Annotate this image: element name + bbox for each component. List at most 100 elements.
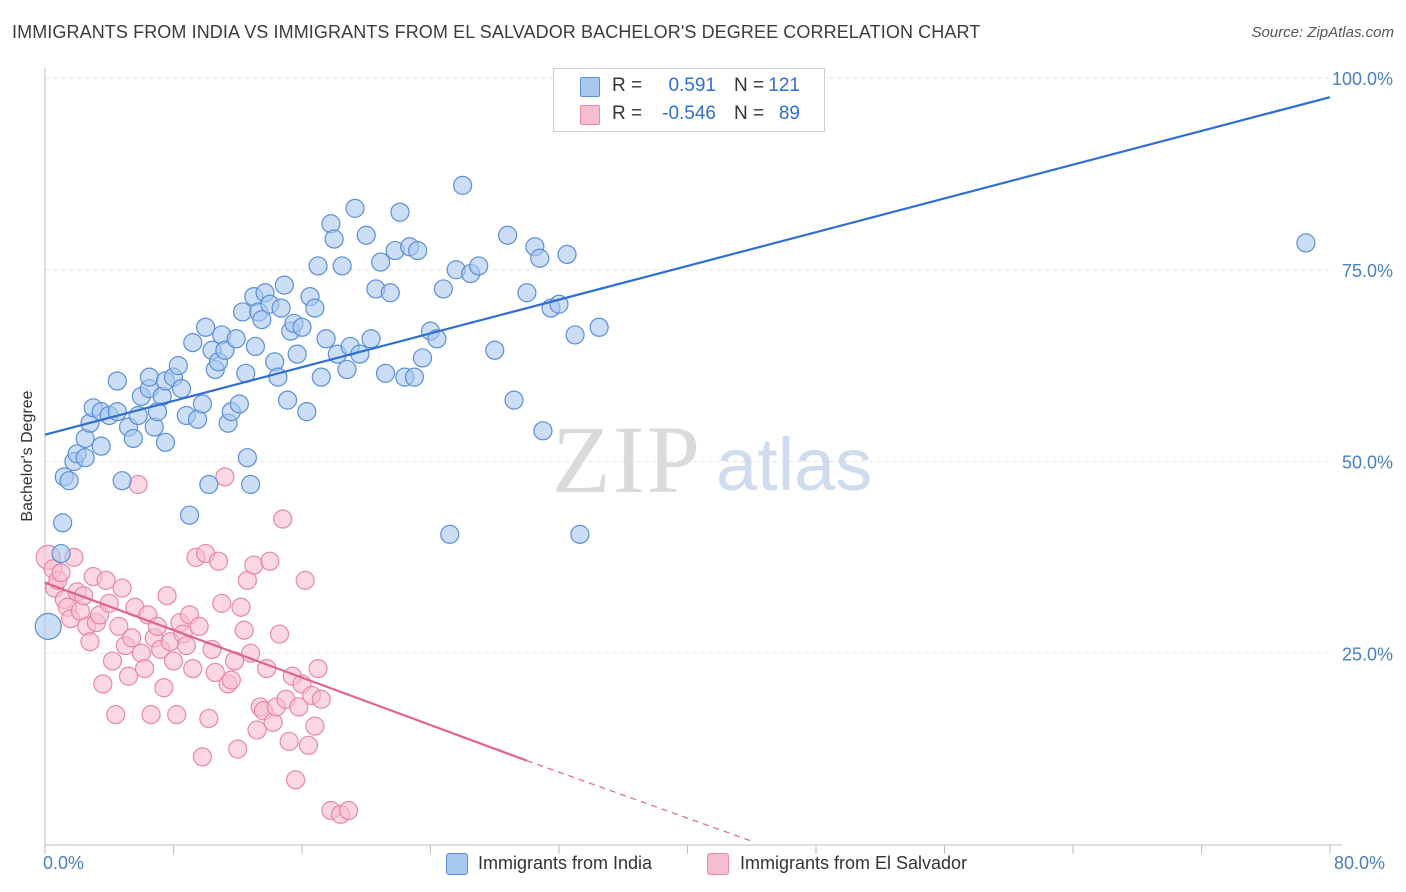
- point-india-49: [237, 448, 257, 468]
- point-india-107: [533, 421, 553, 441]
- point-el-salvador-47: [189, 616, 209, 637]
- point-india-101: [485, 340, 505, 360]
- point-india-81: [361, 329, 381, 349]
- watermark: ZIP atlas: [552, 406, 872, 513]
- point-india-37: [199, 474, 219, 495]
- point-india-87: [390, 202, 410, 222]
- point-india-4: [59, 471, 79, 491]
- legend-r-label: R =: [612, 103, 643, 124]
- x-tick-label-max: 80.0%: [1334, 853, 1386, 873]
- point-el-salvador-65: [247, 720, 267, 740]
- point-india-65: [292, 317, 312, 337]
- point-india-84: [375, 363, 396, 383]
- point-india-94: [427, 329, 447, 349]
- point-india-96: [440, 524, 460, 544]
- point-el-salvador-72: [269, 624, 290, 644]
- point-el-salvador-32: [141, 705, 161, 725]
- point-india-12: [91, 436, 111, 456]
- point-india-76: [337, 359, 357, 380]
- point-india-85: [380, 283, 400, 303]
- point-india-59: [271, 298, 291, 318]
- point-el-salvador-52: [205, 662, 225, 683]
- point-el-salvador-11: [73, 586, 94, 606]
- trend-lines: [44, 96, 1331, 842]
- point-india-47: [232, 302, 253, 322]
- point-el-salvador-69: [260, 551, 280, 571]
- point-india-71: [316, 329, 336, 349]
- y-tick-labels: 25.0% 50.0% 75.0% 100.0%: [1332, 69, 1393, 664]
- legend-row-india: R = 0.591 N = 121: [554, 73, 824, 99]
- point-el-salvador-60: [231, 597, 251, 617]
- point-india-54: [252, 310, 272, 330]
- point-india-16: [112, 471, 132, 491]
- point-india-66: [297, 402, 317, 422]
- chart-title: IMMIGRANTS FROM INDIA VS IMMIGRANTS FROM…: [12, 22, 981, 42]
- trend-line-el-salvador: [44, 581, 528, 762]
- point-el-salvador-36: [154, 678, 174, 698]
- point-india-61: [277, 390, 298, 410]
- trend-line-el-salvador-extension: [526, 760, 752, 842]
- point-el-salvador-17: [93, 674, 113, 694]
- point-el-salvador-61: [234, 620, 254, 640]
- point-india-27: [155, 432, 176, 452]
- point-india-36: [196, 317, 216, 337]
- legend-r-value: -0.546: [662, 103, 716, 124]
- y-tick-label-3: 100.0%: [1332, 69, 1393, 89]
- point-india-100: [469, 256, 489, 276]
- y-tick-label-2: 75.0%: [1342, 261, 1393, 281]
- point-india-106: [530, 248, 550, 268]
- point-india-91: [408, 240, 428, 261]
- point-india-46: [229, 394, 249, 414]
- point-el-salvador-37: [157, 586, 177, 606]
- point-india-64: [287, 344, 307, 364]
- point-india-33: [183, 333, 203, 353]
- point-el-salvador-20: [102, 651, 123, 671]
- series-india: [34, 175, 1316, 641]
- point-india-50: [241, 474, 261, 495]
- stats-legend: R = 0.591 N = 121 R = -0.546 N = 89: [553, 68, 825, 132]
- point-india-2: [53, 513, 73, 533]
- point-india-104: [517, 283, 537, 303]
- point-india-60: [274, 275, 294, 295]
- point-india-18: [123, 428, 143, 449]
- legend-n-label: N =: [734, 75, 765, 96]
- point-el-salvador-77: [285, 770, 306, 790]
- bottom-legend-india: Immigrants from India: [478, 853, 653, 873]
- point-el-salvador-78: [289, 697, 309, 717]
- point-el-salvador-73: [273, 509, 293, 529]
- bottom-legend-swatch-india: [446, 853, 468, 875]
- point-el-salvador-57: [221, 670, 241, 690]
- point-india-103: [504, 390, 524, 410]
- legend-r-label: R =: [612, 75, 643, 96]
- point-el-salvador-43: [176, 635, 196, 656]
- point-india-45: [226, 329, 246, 349]
- point-el-salvador-39: [163, 651, 184, 671]
- point-el-salvador-55: [215, 467, 235, 487]
- point-india-92: [412, 348, 433, 368]
- point-india-113: [589, 317, 609, 337]
- point-india-95: [433, 279, 453, 299]
- point-india-1: [51, 543, 71, 564]
- point-el-salvador-54: [212, 593, 232, 613]
- point-el-salvador-23: [112, 578, 132, 598]
- point-india-112: [570, 524, 590, 544]
- point-el-salvador-88: [338, 800, 359, 821]
- point-el-salvador-85: [311, 689, 331, 709]
- point-india-22: [139, 367, 160, 387]
- source-label: Source: ZipAtlas.com: [1251, 24, 1394, 41]
- point-el-salvador-59: [228, 739, 248, 759]
- point-el-salvador-21: [106, 705, 126, 725]
- point-india-98: [453, 175, 473, 195]
- y-tick-label-1: 50.0%: [1342, 453, 1393, 473]
- point-india-75: [332, 256, 352, 276]
- legend-n-label: N =: [734, 103, 765, 124]
- point-el-salvador-30: [134, 658, 155, 679]
- point-el-salvador-50: [199, 708, 219, 729]
- point-el-salvador-22: [109, 616, 129, 637]
- point-el-salvador-26: [122, 628, 142, 648]
- point-india-110: [557, 244, 577, 265]
- legend-r-value: 0.591: [668, 75, 716, 96]
- point-el-salvador-25: [118, 666, 139, 686]
- point-el-salvador-48: [192, 747, 213, 767]
